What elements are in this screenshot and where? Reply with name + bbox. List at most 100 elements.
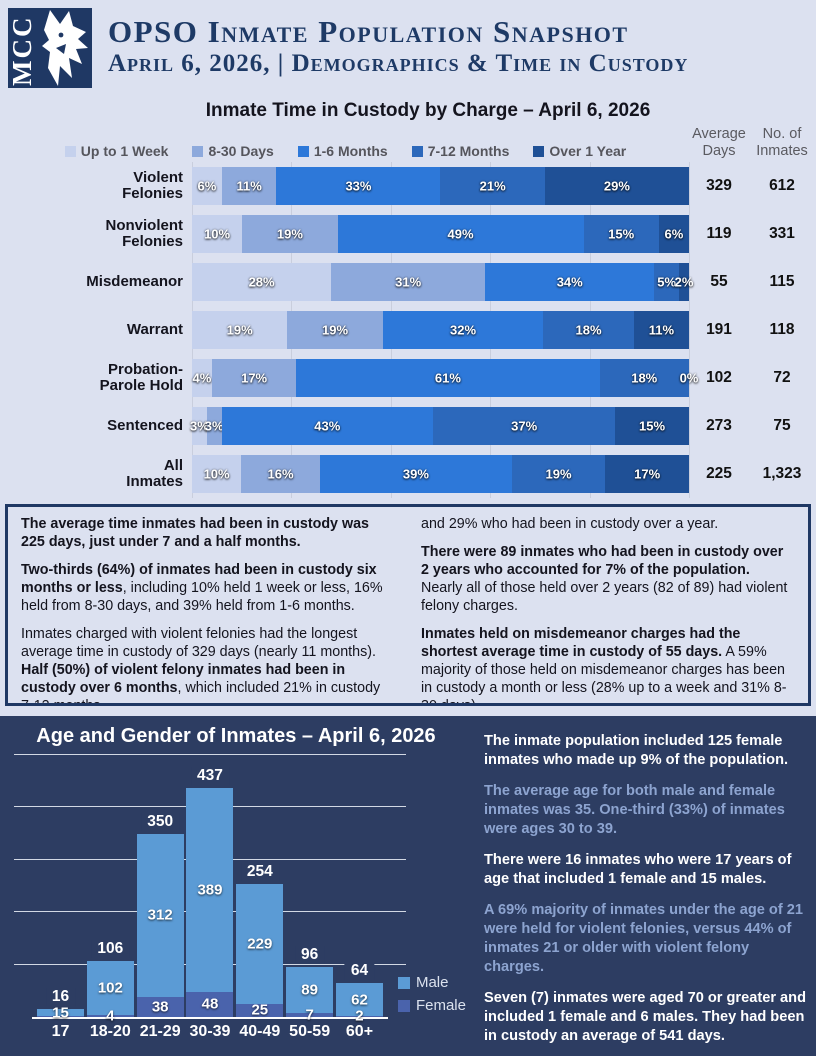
wolf-icon [42, 9, 88, 86]
legend-label: 7-12 Months [427, 143, 510, 160]
avg-days-value: 225 [706, 465, 732, 483]
custody-row-label: Warrant [2, 321, 192, 339]
female-segment: 48 [186, 991, 234, 1017]
avg-days-value: 119 [706, 225, 732, 243]
male-count-label: 389 [197, 881, 223, 899]
legend-item: 7-12 Months [411, 143, 510, 160]
male-segment: 89 [286, 966, 334, 1014]
page-title: OPSO Inmate Population Snapshot [108, 14, 629, 50]
age-legend: Male Female [397, 974, 466, 1020]
segment-percent-label: 5% [657, 274, 677, 290]
custody-chart-title: Inmate Time in Custody by Charge – April… [205, 100, 651, 121]
custody-notes-right: and 29% who had been in custody over a y… [421, 515, 795, 703]
inmate-count-value: 1,323 [762, 465, 802, 483]
segment-percent-label: 19% [545, 466, 572, 482]
custody-row: Probation- Parole Hold 4% 17% 61% 18% 0% 102 72 [2, 359, 816, 398]
segment-percent-label: 49% [447, 226, 474, 242]
legend-swatch [64, 145, 76, 157]
segment-percent-label: 37% [511, 418, 538, 434]
custody-row: Warrant 19% 19% 32% 18% 11% 191 118 [2, 311, 816, 350]
avg-days-value: 329 [706, 177, 732, 195]
custody-row-label: Nonviolent Felonies [2, 216, 192, 252]
bar-segment: 15% [615, 407, 689, 446]
stacked-bar: 10% 16% 39% 19% 17% [192, 455, 689, 494]
age-note-paragraph: A 69% majority of inmates under the age … [484, 901, 803, 975]
segment-percent-label: 15% [639, 418, 666, 434]
legend-swatch [533, 145, 545, 157]
bar-segment: 3% [190, 407, 209, 446]
bar-segment: 32% [382, 311, 544, 350]
avg-days-value: 55 [710, 273, 728, 291]
custody-notes-left: The average time inmates had been in cus… [21, 515, 395, 703]
segment-percent-label: 19% [322, 322, 349, 338]
legend-item: 1-6 Months [297, 143, 388, 159]
age-gender-section: Age and Gender of Inmates – April 6, 202… [0, 716, 816, 1056]
custody-row-label: Probation- Parole Hold [2, 361, 192, 396]
label-line: All [163, 456, 183, 474]
avg-days-value: 273 [706, 417, 732, 435]
male-segment: 389 [186, 788, 234, 992]
bar-segment: 21% [440, 167, 545, 206]
bar-segment: 2% [675, 263, 693, 302]
bar-total-label: 437 [191, 767, 229, 786]
bar-segment: 10% [192, 455, 242, 494]
segment-percent-label: 11% [236, 178, 262, 194]
inmate-count-value: 612 [769, 177, 795, 195]
segment-percent-label: 19% [226, 322, 253, 338]
legend-item: 8-30 Days [192, 143, 274, 159]
bar-segment: 15% [583, 215, 659, 254]
age-axis-label: 17 [51, 1023, 70, 1040]
custody-row: Nonviolent Felonies 10% 19% 49% 15% 6% 119 331 [2, 215, 816, 254]
legend-swatch [192, 145, 204, 157]
custody-row: Sentenced 3% 3% 43% 37% 15% 273 75 [2, 407, 816, 446]
female-segment: 7 [286, 1007, 334, 1024]
label-line: Violent [133, 168, 183, 186]
bar-segment: 11% [221, 167, 277, 206]
bar-total-label: 16 [45, 987, 76, 1006]
female-count-label: 2 [355, 1007, 364, 1025]
age-axis-label: 50-59 [289, 1023, 331, 1040]
stacked-bar: 19% 19% 32% 18% 11% [192, 311, 689, 350]
custody-notes-box: The average time inmates had been in cus… [5, 504, 811, 707]
age-note-paragraph: The average age for both male and female… [484, 782, 785, 837]
female-count-label: 25 [251, 1001, 269, 1019]
bar-segment: 10% [192, 215, 243, 254]
segment-percent-label: 4% [192, 370, 212, 386]
stacked-bar: 4% 17% 61% 18% 0% [192, 359, 698, 398]
inmate-count-value: 331 [769, 225, 795, 243]
age-bar-group: 16 15 [37, 987, 84, 1021]
segment-percent-label: 21% [479, 178, 506, 194]
legend-item: Up to 1 Week [64, 143, 168, 159]
gridline [14, 754, 406, 755]
female-count-label: 7 [305, 1006, 314, 1024]
male-segment: 102 [86, 961, 134, 1015]
bar-segment: 49% [337, 215, 584, 254]
age-bar-group: 64 62 2 [335, 962, 383, 1025]
male-segment: 15 [37, 1004, 84, 1021]
male-count-label: 62 [351, 991, 368, 1009]
gridline [689, 162, 690, 499]
segment-percent-label: 18% [575, 322, 602, 338]
avg-days-column-header: Average Days [692, 126, 746, 159]
male-segment: 229 [236, 883, 284, 1004]
bar-segment: 28% [192, 263, 332, 302]
bar-segment: 31% [331, 263, 486, 302]
inmate-count-value: 72 [773, 369, 791, 387]
bar-segment: 19% [511, 455, 606, 494]
page-header: MCC OPSO Inmate Population Snapshot Apri… [0, 0, 816, 90]
custody-legend: Up to 1 Week 8-30 Days 1-6 Months 7-12 Mont… [2, 143, 689, 159]
segment-percent-label: 10% [203, 466, 230, 482]
age-bar-group: 254 229 25 [236, 862, 284, 1019]
age-axis-label: 30-39 [189, 1023, 231, 1040]
bar-total-label: 106 [91, 940, 130, 959]
age-axis-label: 60+ [345, 1023, 374, 1040]
male-count-label: 102 [97, 979, 123, 997]
custody-chart-header: Up to 1 Week 8-30 Days 1-6 Months 7-12 Mont… [0, 126, 816, 159]
age-bar-group: 350 312 38 [136, 812, 184, 1017]
male-count-label: 312 [147, 906, 173, 924]
mcc-logo: MCC [7, 7, 92, 88]
bar-segment: 39% [319, 455, 512, 494]
label-line: Nonviolent [105, 216, 184, 234]
bar-total-label: 254 [240, 862, 279, 881]
segment-percent-label: 3% [204, 418, 224, 434]
